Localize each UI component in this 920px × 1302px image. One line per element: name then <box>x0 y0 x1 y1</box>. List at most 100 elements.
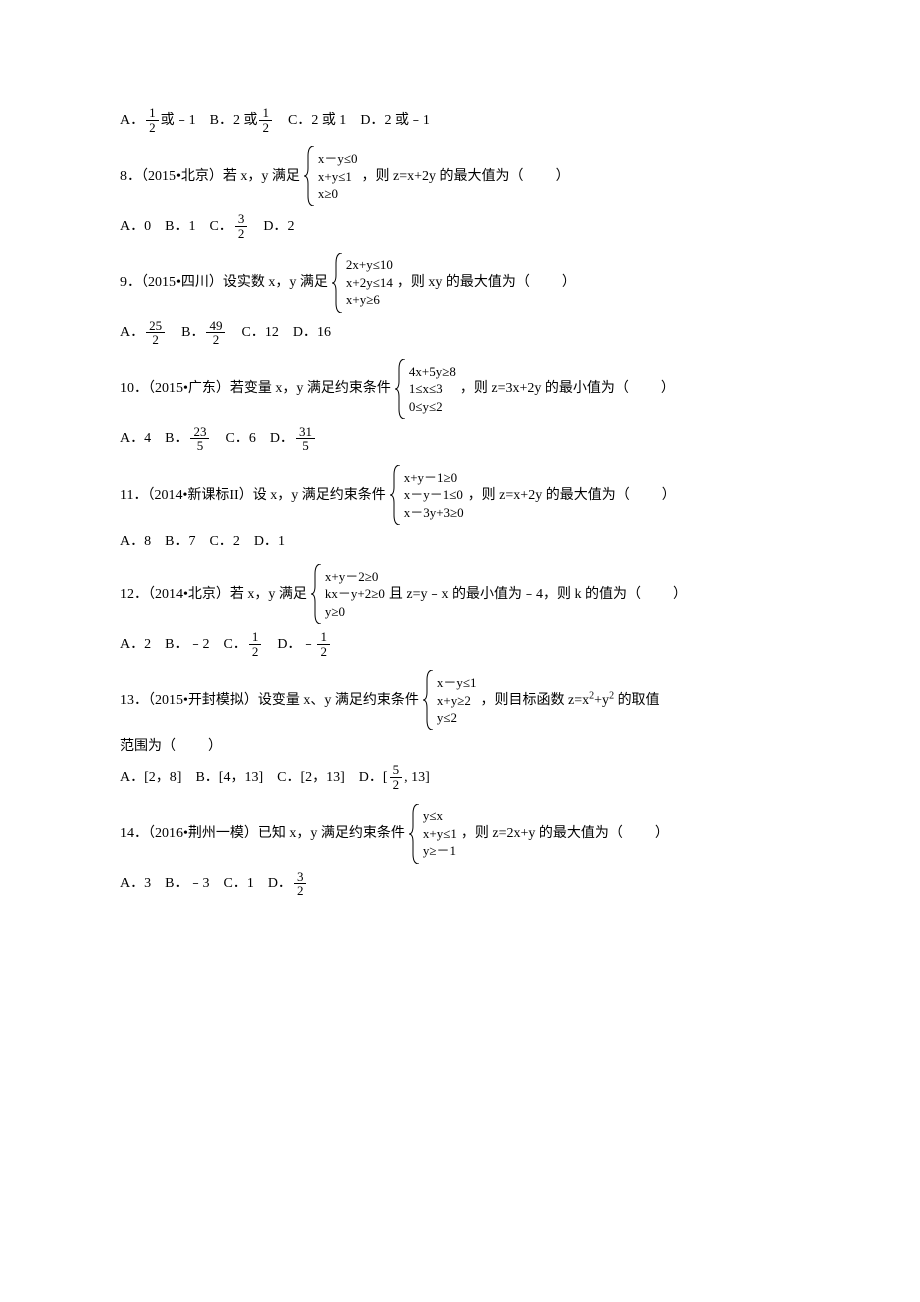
sys-row: 1≤x≤3 <box>409 380 456 398</box>
choice-c: C． 2 或 1 <box>288 110 346 131</box>
sys-row: x+y－2≥0 <box>325 568 385 586</box>
choice-text: 1 <box>188 216 195 237</box>
choice-text: 2 <box>144 634 151 655</box>
choice-text: 4 <box>144 428 151 449</box>
choice-label: B． <box>165 873 188 894</box>
choices: A．2 B．﹣2 C．12 D．﹣12 <box>120 630 810 658</box>
question-stem: 9．（2015•四川）设实数 x，y 满足 2x+y≤10 x+2y≤14 x+… <box>120 253 810 313</box>
choice-a: A．0 <box>120 216 151 237</box>
choice-a: A．8 <box>120 531 151 552</box>
sys-row: x+y－1≥0 <box>404 469 464 487</box>
sys-row: x≥0 <box>318 185 358 203</box>
sys-row: x－y≤0 <box>318 150 358 168</box>
fraction: 12 <box>317 630 330 658</box>
question-11: 11．（2014•新课标II）设 x，y 满足约束条件 x+y－1≥0 x－y－… <box>120 465 810 552</box>
choice-b: B．﹣2 <box>165 634 209 655</box>
choice-c: C．12 <box>241 322 278 343</box>
choice-text: [2，13] <box>300 767 344 788</box>
equation-system: x－y≤0 x+y≤1 x≥0 <box>304 146 358 206</box>
stem-text: 且 z=y﹣x 的最小值为﹣4，则 k 的值为（ <box>389 584 641 605</box>
system-rows: x－y≤1 x+y≥2 y≤2 <box>435 670 477 730</box>
choice-c: C．32 <box>209 212 249 240</box>
fraction: 32 <box>294 870 307 898</box>
stem-text: ） <box>562 272 576 293</box>
stem-text: ） <box>208 736 222 757</box>
choice-d: D．315 <box>270 425 317 453</box>
choice-d: D．[52, 13] <box>359 763 430 791</box>
choice-label: A． <box>120 767 144 788</box>
stem-text: 10．（2015•广东）若变量 x，y 满足约束条件 <box>120 378 391 399</box>
choice-label: C． <box>277 767 300 788</box>
sys-row: y≤x <box>423 807 457 825</box>
question-12: 12．（2014•北京）若 x，y 满足 x+y－2≥0 kx－y+2≥0 y≥… <box>120 564 810 658</box>
fraction: 492 <box>206 319 225 347</box>
choice-label: D． <box>268 873 292 894</box>
sys-row: 2x+y≤10 <box>346 256 393 274</box>
stem-text: 13．（2015•开封模拟）设变量 x、y 满足约束条件 <box>120 690 419 711</box>
sys-row: x－y≤1 <box>437 674 477 692</box>
sys-row: x+y≥6 <box>346 291 393 309</box>
left-brace-icon <box>390 465 402 525</box>
choice-label: A． <box>120 634 144 655</box>
choice-text: 0 <box>144 216 151 237</box>
stem-text: ，则 xy 的最大值为（ <box>397 272 530 293</box>
choices: A．8 B．7 C．2 D．1 <box>120 531 810 552</box>
stem-text: 9．（2015•四川）设实数 x，y 满足 <box>120 272 328 293</box>
choice-b: B．492 <box>181 319 227 347</box>
choice-label: A． <box>120 428 144 449</box>
choice-text: 16 <box>317 322 331 343</box>
sys-row: x+y≤1 <box>318 168 358 186</box>
sys-row: x+y≥2 <box>437 692 477 710</box>
choice-label: B． <box>165 428 188 449</box>
choice-d: D．﹣12 <box>277 630 332 658</box>
sys-row: y≥0 <box>325 603 385 621</box>
choice-text: 2 或﹣1 <box>384 110 430 131</box>
choice-text: [ <box>383 767 388 788</box>
system-rows: 4x+5y≥8 1≤x≤3 0≤y≤2 <box>407 359 456 419</box>
choice-text: ﹣3 <box>188 873 209 894</box>
left-brace-icon <box>304 146 316 206</box>
choice-label: D． <box>293 322 317 343</box>
choices: A．3 B．﹣3 C．1 D．32 <box>120 870 810 898</box>
choice-text: 6 <box>249 428 256 449</box>
choice-d: D．1 <box>254 531 285 552</box>
choice-a: A．4 <box>120 428 151 449</box>
equation-system: x+y－2≥0 kx－y+2≥0 y≥0 <box>311 564 385 624</box>
stem-text: 范围为（ <box>120 736 176 757</box>
left-brace-icon <box>311 564 323 624</box>
system-rows: x－y≤0 x+y≤1 x≥0 <box>316 146 358 206</box>
choice-text: 2 <box>233 531 240 552</box>
fraction: 235 <box>190 425 209 453</box>
choice-b: B．[4，13] <box>195 767 263 788</box>
choice-text: 8 <box>144 531 151 552</box>
stem-text: 12．（2014•北京）若 x，y 满足 <box>120 584 307 605</box>
choice-text: 2 或 <box>233 110 258 131</box>
equation-system: y≤x x+y≤1 y≥－1 <box>409 804 457 864</box>
question-stem-line2: 范围为（ ） <box>120 736 810 757</box>
choice-label: B． <box>210 110 233 131</box>
choice-c: C．2 <box>209 531 239 552</box>
choice-label: C． <box>225 428 248 449</box>
sys-row: y≥－1 <box>423 842 457 860</box>
choice-label: B． <box>165 634 188 655</box>
choice-c: C．6 <box>225 428 255 449</box>
choice-label: B． <box>195 767 218 788</box>
choice-label: C． <box>209 531 232 552</box>
equation-system: 2x+y≤10 x+2y≤14 x+y≥6 <box>332 253 393 313</box>
fraction: 12 <box>249 630 262 658</box>
system-rows: 2x+y≤10 x+2y≤14 x+y≥6 <box>344 253 393 313</box>
sys-row: 4x+5y≥8 <box>409 363 456 381</box>
equation-system: x+y－1≥0 x－y－1≤0 x－3y+3≥0 <box>390 465 464 525</box>
question-stem: 13．（2015•开封模拟）设变量 x、y 满足约束条件 x－y≤1 x+y≥2… <box>120 670 810 730</box>
choice-a: A．2 <box>120 634 151 655</box>
choices: A．[2，8] B．[4，13] C．[2，13] D．[52, 13] <box>120 763 810 791</box>
sys-row: x+2y≤14 <box>346 274 393 292</box>
stem-text: ，则 z=2x+y 的最大值为（ <box>461 823 623 844</box>
choice-b: B．235 <box>165 425 211 453</box>
stem-text: ） <box>556 166 570 187</box>
question-stem: 14．（2016•荆州一模）已知 x，y 满足约束条件 y≤x x+y≤1 y≥… <box>120 804 810 864</box>
choice-text: 12 <box>265 322 279 343</box>
sys-row: y≤2 <box>437 709 477 727</box>
question-stem: 12．（2014•北京）若 x，y 满足 x+y－2≥0 kx－y+2≥0 y≥… <box>120 564 810 624</box>
choice-b: B．﹣3 <box>165 873 209 894</box>
